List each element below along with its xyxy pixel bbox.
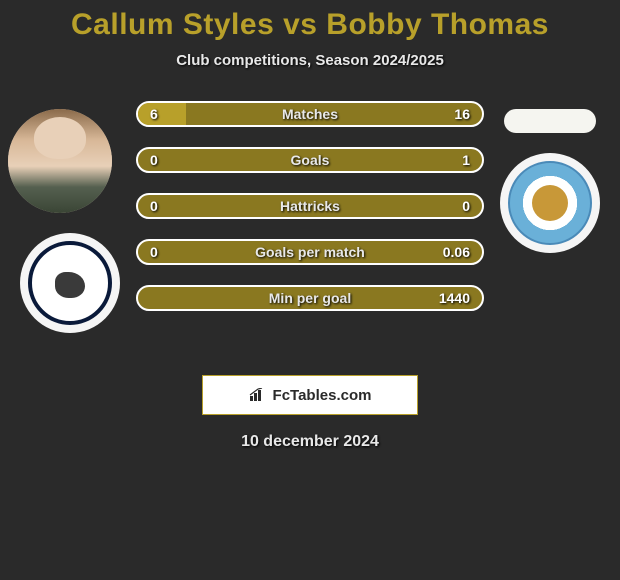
player-right-photo bbox=[504, 109, 596, 133]
stat-label: Matches bbox=[138, 106, 482, 122]
stat-bar-matches: 6 Matches 16 bbox=[136, 101, 484, 127]
stat-label: Goals per match bbox=[138, 244, 482, 260]
stat-label: Hattricks bbox=[138, 198, 482, 214]
stat-label: Min per goal bbox=[138, 290, 482, 306]
stat-bars: 6 Matches 16 0 Goals 1 0 Hattricks 0 bbox=[136, 101, 484, 331]
stat-label: Goals bbox=[138, 152, 482, 168]
brand-badge[interactable]: FcTables.com bbox=[202, 375, 418, 415]
subtitle: Club competitions, Season 2024/2025 bbox=[0, 52, 620, 69]
stat-bar-min-per-goal: Min per goal 1440 bbox=[136, 285, 484, 311]
stat-bar-goals-per-match: 0 Goals per match 0.06 bbox=[136, 239, 484, 265]
player-left-photo bbox=[8, 109, 112, 213]
page-title: Callum Styles vs Bobby Thomas bbox=[0, 8, 620, 42]
coventry-badge-icon bbox=[508, 161, 592, 245]
date-text: 10 december 2024 bbox=[0, 433, 620, 451]
brand-text: FcTables.com bbox=[273, 387, 372, 404]
bar-chart-icon bbox=[249, 388, 267, 402]
club-logo-left bbox=[20, 233, 120, 333]
stat-bar-hattricks: 0 Hattricks 0 bbox=[136, 193, 484, 219]
player-face-placeholder bbox=[8, 109, 112, 213]
stat-bar-goals: 0 Goals 1 bbox=[136, 147, 484, 173]
comparison-area: 6 Matches 16 0 Goals 1 0 Hattricks 0 bbox=[0, 97, 620, 357]
wba-badge-icon bbox=[28, 241, 112, 325]
comparison-card: Callum Styles vs Bobby Thomas Club compe… bbox=[0, 0, 620, 451]
club-logo-right bbox=[500, 153, 600, 253]
